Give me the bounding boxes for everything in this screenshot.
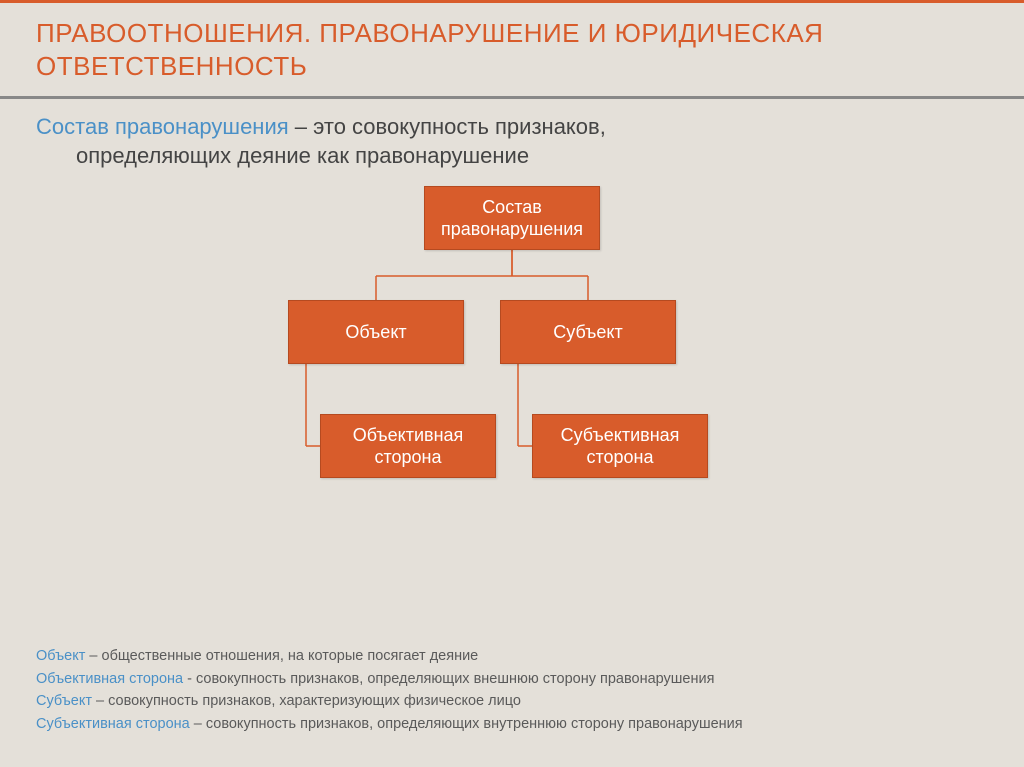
definitions-block: Объект – общественные отношения, на кото…	[36, 645, 988, 735]
title-line1: ПРАВООТНОШЕНИЯ. ПРАВОНАРУШЕНИЕ И ЮРИДИЧЕ…	[36, 18, 823, 48]
definition-row: Объект – общественные отношения, на кото…	[36, 645, 988, 667]
intro-rest2: определяющих деяние как правонарушение	[36, 142, 964, 171]
intro-highlight: Состав правонарушения	[36, 114, 289, 139]
definition-term: Субъект	[36, 693, 92, 709]
definition-text: – совокупность признаков, характеризующи…	[92, 693, 521, 709]
definition-row: Объективная сторона - совокупность призн…	[36, 668, 988, 690]
node-root: Составправонарушения	[424, 186, 600, 250]
org-chart: Составправонарушения Объект СубъектОбъекти…	[0, 180, 1024, 520]
slide-title: ПРАВООТНОШЕНИЯ. ПРАВОНАРУШЕНИЕ И ЮРИДИЧЕ…	[36, 17, 988, 82]
definition-term: Объективная сторона	[36, 671, 183, 687]
definition-row: Субъект – совокупность признаков, характ…	[36, 690, 988, 712]
intro-text: Состав правонарушения – это совокупность…	[0, 99, 1024, 170]
definition-term: Объект	[36, 648, 85, 664]
definition-term: Субъективная сторона	[36, 716, 190, 732]
definition-row: Субъективная сторона – совокупность приз…	[36, 713, 988, 735]
node-obj: Объект	[288, 300, 464, 364]
intro-rest1: – это совокупность признаков,	[289, 114, 606, 139]
node-objs: Объективнаясторона	[320, 414, 496, 478]
definition-text: – общественные отношения, на которые пос…	[85, 648, 478, 664]
definition-text: - совокупность признаков, определяющих в…	[183, 671, 714, 687]
node-subjs: Субъективнаясторона	[532, 414, 708, 478]
definition-text: – совокупность признаков, определяющих в…	[190, 716, 743, 732]
slide-header: ПРАВООТНОШЕНИЯ. ПРАВОНАРУШЕНИЕ И ЮРИДИЧЕ…	[0, 0, 1024, 99]
title-line2: ОТВЕТСТВЕННОСТЬ	[36, 51, 307, 81]
node-subj: Субъект	[500, 300, 676, 364]
